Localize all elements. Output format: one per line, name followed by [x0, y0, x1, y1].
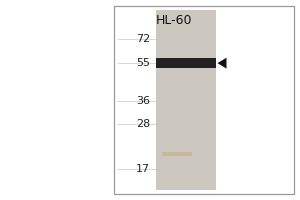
Bar — [210, 10, 212, 190]
Bar — [166, 10, 168, 190]
Bar — [214, 10, 216, 190]
Polygon shape — [218, 58, 226, 69]
Bar — [174, 10, 176, 190]
Bar — [202, 10, 204, 190]
Text: 28: 28 — [136, 119, 150, 129]
Bar — [162, 10, 164, 190]
Bar — [178, 10, 180, 190]
Bar — [172, 10, 174, 190]
Bar — [156, 10, 158, 190]
Bar — [188, 10, 190, 190]
Bar — [180, 10, 182, 190]
Bar — [196, 10, 198, 190]
Bar — [156, 10, 216, 190]
Bar — [164, 10, 166, 190]
Bar — [190, 10, 192, 190]
Bar — [170, 10, 172, 190]
Text: 55: 55 — [136, 58, 150, 68]
Bar — [162, 152, 192, 156]
Text: 36: 36 — [136, 96, 150, 106]
Bar — [192, 10, 194, 190]
Bar — [200, 10, 202, 190]
Bar — [114, 6, 294, 194]
Text: 72: 72 — [136, 34, 150, 44]
Bar — [198, 10, 200, 190]
Text: HL-60: HL-60 — [156, 14, 192, 27]
Bar — [182, 10, 184, 190]
Bar — [114, 6, 294, 194]
Bar — [184, 10, 186, 190]
Bar — [212, 10, 214, 190]
Bar — [204, 10, 206, 190]
Bar — [156, 58, 216, 68]
Bar — [158, 10, 160, 190]
Bar — [168, 10, 170, 190]
Bar — [176, 10, 178, 190]
Bar — [194, 10, 196, 190]
Bar — [206, 10, 208, 190]
Bar — [160, 10, 162, 190]
Bar — [186, 10, 188, 190]
Bar — [208, 10, 210, 190]
Text: 17: 17 — [136, 164, 150, 174]
